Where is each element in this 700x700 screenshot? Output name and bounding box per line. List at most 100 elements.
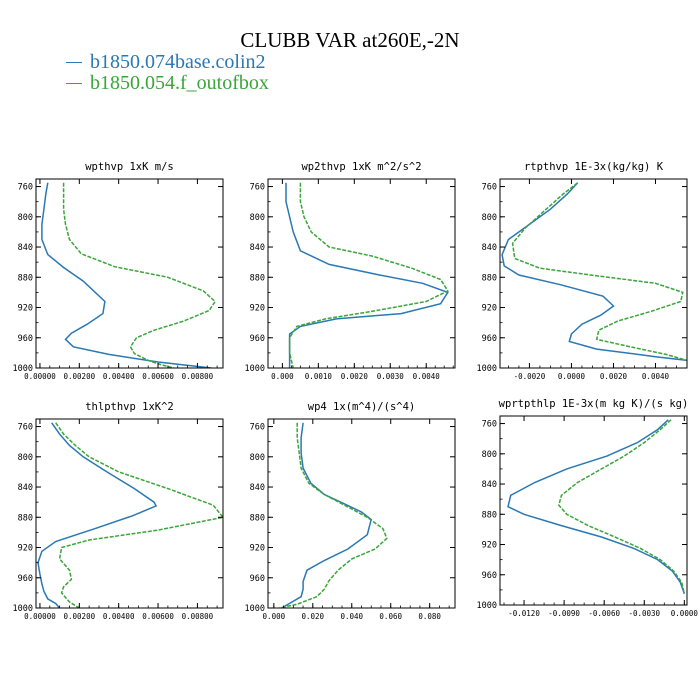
legend-swatch-base <box>66 62 82 63</box>
y-tick-label: 880 <box>250 273 265 283</box>
series-line-outofbox <box>557 419 686 594</box>
chart-title: wp2thvp 1xK m^2/s^2 <box>301 161 421 173</box>
y-tick-label: 760 <box>18 423 33 433</box>
y-tick-label: 880 <box>250 513 265 523</box>
y-tick-label: 840 <box>18 243 33 253</box>
series-line-outofbox <box>62 182 217 368</box>
y-tick-label: 960 <box>250 574 265 584</box>
x-tick-label: 0.00400 <box>103 612 135 621</box>
x-tick-label: 0.00800 <box>182 372 214 381</box>
chart-title: rtpthvp 1E-3x(kg/kg) K <box>524 161 664 173</box>
y-tick-label: 800 <box>482 450 497 460</box>
y-tick-label: 1000 <box>13 364 33 374</box>
x-tick-label: 0.000 <box>263 612 286 621</box>
y-tick-label: 920 <box>18 544 33 554</box>
x-tick-label: 0.080 <box>418 612 441 621</box>
y-tick-label: 960 <box>482 334 497 344</box>
chart-title: wp4 1x(m^4)/(s^4) <box>308 401 415 413</box>
y-tick-label: 1000 <box>477 601 497 611</box>
y-tick-label: 880 <box>18 273 33 283</box>
y-tick-label: 800 <box>250 453 265 463</box>
chart-panel-2: rtpthvp 1E-3x(kg/kg) K 760 800 840 880 920 960… <box>477 161 688 381</box>
y-tick-label: 1000 <box>477 364 497 374</box>
y-tick-label: 880 <box>482 273 497 283</box>
legend-swatch-outofbox <box>66 83 82 84</box>
x-tick-label: 0.0020 <box>600 372 628 381</box>
y-tick-label: 960 <box>482 571 497 581</box>
series-line-base <box>501 182 687 362</box>
y-tick-label: 840 <box>18 483 33 493</box>
plot-frame <box>35 418 224 609</box>
y-tick-label: 840 <box>250 483 265 493</box>
plot-frame <box>499 415 688 606</box>
x-tick-label: 0.040 <box>340 612 363 621</box>
x-tick-label: 0.0000 <box>558 372 586 381</box>
chart-title: wprtpthlp 1E-3x(m kg K)/(s kg) <box>499 398 689 410</box>
y-tick-label: 800 <box>18 453 33 463</box>
x-tick-label: 0.0020 <box>341 372 369 381</box>
x-tick-label: 0.00000 <box>24 372 56 381</box>
y-tick-label: 760 <box>482 420 497 430</box>
series-line-base <box>37 422 158 608</box>
x-tick-label: 0.020 <box>302 612 325 621</box>
x-tick-label: 0.0010 <box>305 372 333 381</box>
x-tick-label: 0.000 <box>271 372 294 381</box>
x-tick-label: -0.0030 <box>628 609 660 618</box>
y-tick-label: 1000 <box>245 604 265 614</box>
y-tick-label: 800 <box>482 213 497 223</box>
x-tick-label: 0.00000 <box>24 612 56 621</box>
x-tick-label: 0.00400 <box>103 372 135 381</box>
y-tick-label: 760 <box>482 183 497 193</box>
x-tick-label: -0.0060 <box>588 609 620 618</box>
x-tick-label: -0.0090 <box>548 609 580 618</box>
y-tick-label: 760 <box>18 183 33 193</box>
y-tick-label: 920 <box>482 304 497 314</box>
y-tick-label: 840 <box>250 243 265 253</box>
legend-item-base: b1850.074base.colin2 <box>66 51 269 73</box>
series-line-outofbox <box>511 182 687 362</box>
y-tick-label: 960 <box>18 334 33 344</box>
series-line-outofbox <box>55 422 223 608</box>
x-tick-label: -0.0020 <box>514 372 546 381</box>
y-tick-label: 840 <box>482 480 497 490</box>
y-tick-label: 920 <box>250 304 265 314</box>
series-line-base <box>281 422 373 608</box>
y-tick-label: 960 <box>250 334 265 344</box>
x-tick-label: 0.00800 <box>182 612 214 621</box>
chart-panel-0: wpthvp 1xK m/s76080084088092096010000.00… <box>13 161 224 381</box>
chart-panel-3: thlpthvp 1xK^276080084088092096010000.00… <box>13 401 224 621</box>
y-tick-label: 880 <box>18 513 33 523</box>
x-tick-label: 0.060 <box>379 612 402 621</box>
legend-label-base: b1850.074base.colin2 <box>90 51 266 73</box>
y-tick-label: 960 <box>18 574 33 584</box>
legend-label-outofbox: b1850.054.f_outofbox <box>90 72 269 94</box>
plot-frame <box>499 178 688 369</box>
y-tick-label: 800 <box>250 213 265 223</box>
y-tick-label: 1000 <box>245 364 265 374</box>
legend: b1850.074base.colin2 b1850.054.f_outofbo… <box>66 51 269 94</box>
chart-panel-5: wprtpthlp 1E-3x(m kg K)/(s kg)760 800 840 8… <box>477 398 699 618</box>
x-tick-label: 0.00600 <box>142 612 174 621</box>
y-tick-label: 1000 <box>13 604 33 614</box>
chart-panel-4: wp4 1x(m^4)/(s^4)76080084088092096010000… <box>245 401 456 621</box>
y-tick-label: 920 <box>250 544 265 554</box>
figure-header: CLUBB VAR at260E,-2N b1850.074base.colin… <box>0 0 700 110</box>
x-tick-label: 0.00600 <box>142 372 174 381</box>
plot-frame <box>267 178 456 369</box>
x-tick-label: 0.0040 <box>642 372 670 381</box>
x-tick-label: -0.0120 <box>508 609 540 618</box>
y-tick-label: 760 <box>250 423 265 433</box>
chart-panel-1: wp2thvp 1xK m^2/s^2 760 800 840 880 920 960 100… <box>245 161 456 381</box>
y-tick-label: 800 <box>18 213 33 223</box>
series-line-outofbox <box>279 422 388 608</box>
y-tick-label: 880 <box>482 510 497 520</box>
x-tick-label: 0.00200 <box>64 372 96 381</box>
legend-item-outofbox: b1850.054.f_outofbox <box>66 72 269 94</box>
x-tick-label: 0.00200 <box>64 612 96 621</box>
plot-frame <box>35 178 224 369</box>
y-tick-label: 920 <box>482 541 497 551</box>
x-tick-label: 0.0030 <box>377 372 405 381</box>
chart-title: wpthvp 1xK m/s <box>85 161 174 173</box>
x-tick-label: 0.0040 <box>413 372 441 381</box>
